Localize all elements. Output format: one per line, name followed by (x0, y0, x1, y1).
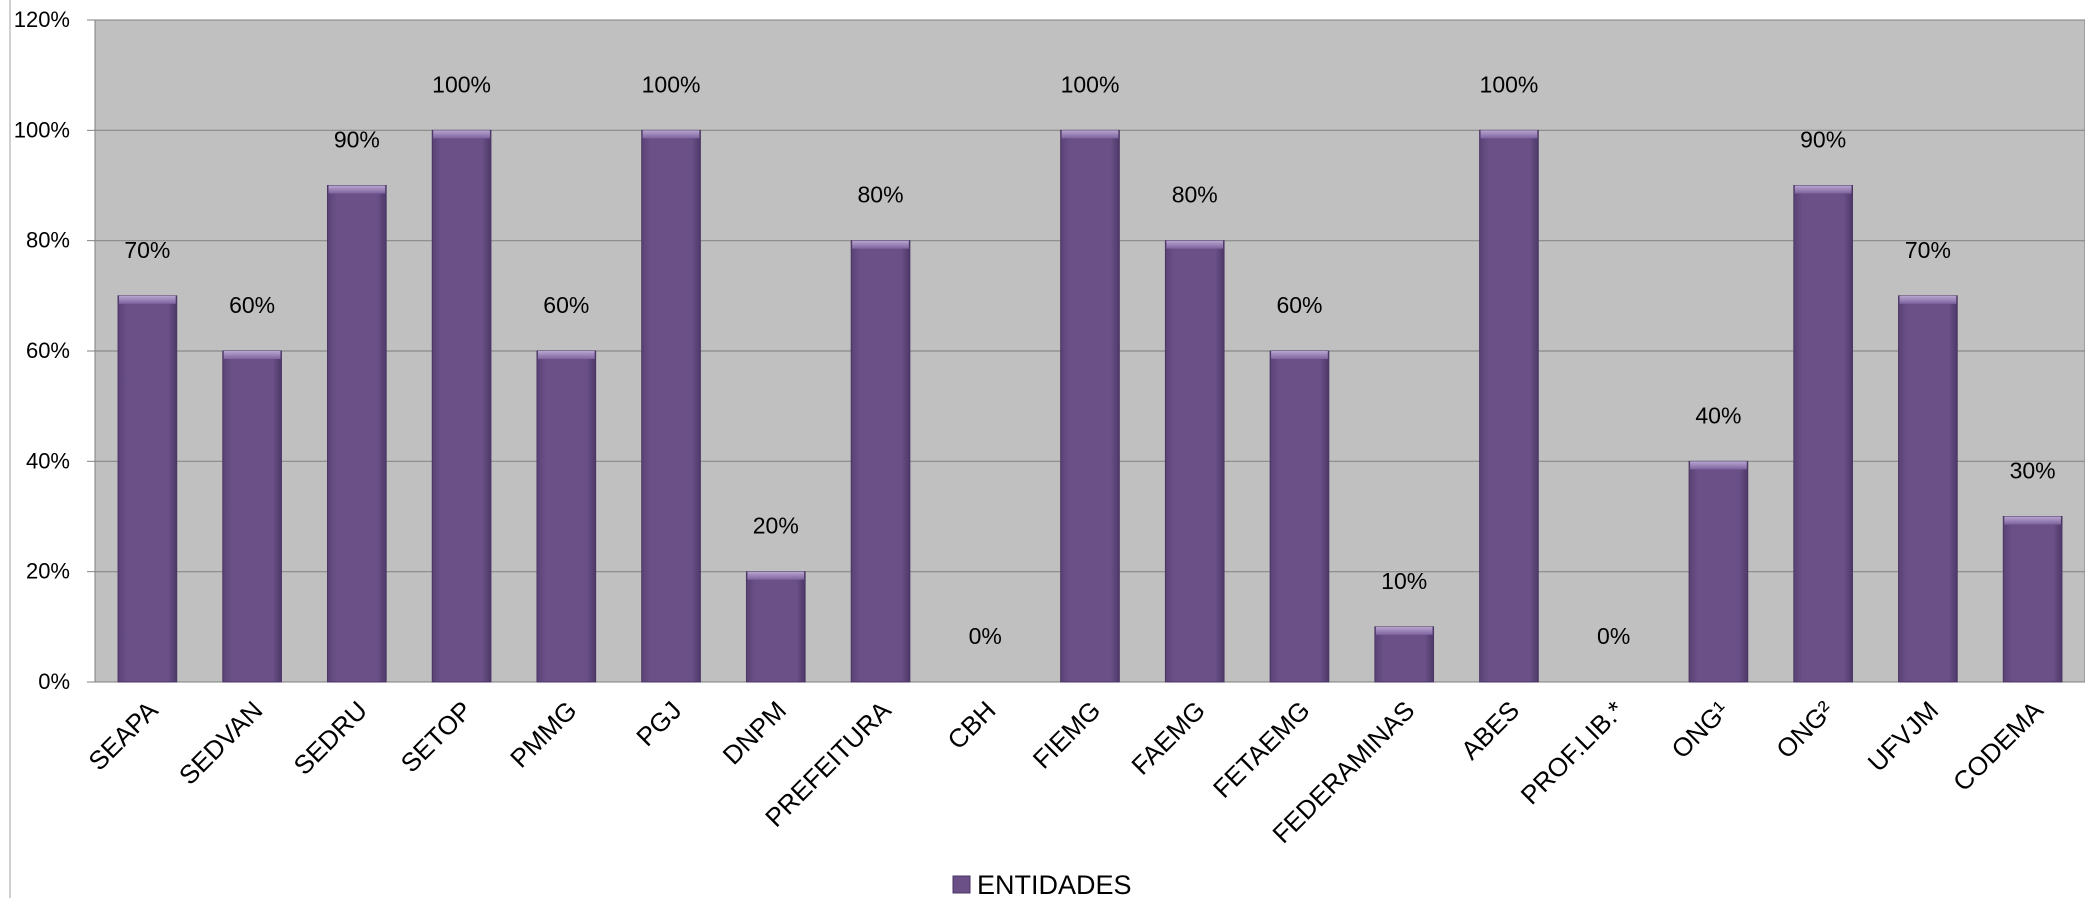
bar (850, 240, 911, 683)
bar (431, 129, 492, 683)
bar-cap (1480, 130, 1538, 139)
bar (1269, 350, 1330, 683)
x-tick-label: CODEMA (1947, 695, 2049, 797)
bar-cap (328, 185, 386, 194)
data-label: 90% (334, 127, 380, 153)
y-tick-label: 20% (26, 559, 70, 584)
x-tick-label: PROF.LIB.* (1515, 695, 1630, 810)
data-label: 0% (969, 623, 1002, 649)
bar (2002, 516, 2063, 683)
data-label: 100% (432, 71, 491, 97)
x-tick-label: ONG² (1770, 695, 1839, 764)
bar-cap (1166, 240, 1224, 249)
bar-cap (1061, 130, 1119, 139)
bar (1793, 185, 1853, 683)
data-label: 60% (543, 292, 589, 318)
data-label: 10% (1381, 568, 1427, 594)
bar (641, 129, 701, 683)
y-tick-label: 60% (26, 338, 70, 363)
data-label: 0% (1597, 623, 1630, 649)
bar (222, 350, 282, 683)
bar-cap (1899, 295, 1957, 304)
x-tick-label: UFVJM (1862, 695, 1944, 777)
data-label: 80% (1172, 182, 1218, 208)
data-label: 80% (858, 182, 904, 208)
y-tick-label: 100% (14, 117, 70, 142)
data-label: 100% (642, 71, 701, 97)
x-tick-label: PMMG (504, 695, 582, 773)
bar-cap (642, 130, 700, 139)
bar-cap (537, 351, 595, 359)
data-label: 70% (1905, 237, 1951, 263)
data-label: 20% (753, 513, 799, 539)
x-tick-label: PGJ (630, 695, 687, 752)
x-tick-label: SEDVAN (173, 695, 268, 790)
x-tick-label: SEAPA (82, 695, 164, 777)
bars (117, 129, 2063, 683)
x-tick-label: ONG¹ (1665, 695, 1734, 764)
data-label: 70% (124, 237, 170, 263)
x-axis-labels: SEAPA SEDVAN SEDRU SETOP PMMG PGJ DNPMPREFEITU… (82, 695, 2049, 849)
bar-cap (119, 295, 176, 304)
bar (117, 295, 178, 683)
bar-cap (1375, 626, 1433, 635)
data-label: 60% (1276, 292, 1322, 318)
bar-cap (2004, 516, 2061, 525)
bar (1688, 460, 1749, 683)
y-tick-label: 120% (14, 7, 70, 32)
data-label: 60% (229, 292, 275, 318)
y-tick-label: 80% (26, 228, 70, 253)
bar (536, 350, 597, 683)
bar-cap (1690, 461, 1747, 470)
legend: ENTIDADES (952, 870, 1132, 900)
x-tick-label: DNPM (717, 695, 792, 770)
x-tick-label: SEDRU (288, 695, 374, 781)
bar (1374, 626, 1435, 683)
data-labels: 70% 60% 90% 100% 60% 100% 20% 80% 0% 100% 80% 60% 10… (124, 71, 2055, 649)
data-label: 100% (1480, 71, 1539, 97)
legend-label: ENTIDADES (977, 870, 1132, 898)
bar-cap (747, 571, 805, 580)
bar-cap (852, 240, 909, 249)
data-label: 100% (1061, 71, 1120, 97)
x-tick-label: FIEMG (1027, 695, 1106, 774)
bar (1060, 129, 1120, 683)
y-tick-label: 0% (38, 669, 70, 694)
bar (1898, 295, 1958, 683)
legend-swatch (952, 875, 971, 894)
bar (745, 571, 806, 683)
x-tick-label: SETOP (395, 695, 478, 778)
x-tick-label: FETAEMG (1207, 695, 1316, 804)
data-label: 40% (1695, 402, 1741, 428)
x-tick-label: ABES (1455, 695, 1525, 765)
x-tick-label: FAEMG (1125, 695, 1211, 781)
bar (1164, 240, 1225, 683)
y-axis-ticks: 0% 20% 40% 60% 80% 100% 120% (14, 7, 95, 694)
bar-cap (223, 351, 281, 359)
bar-cap (1271, 351, 1328, 359)
bar-cap (1794, 185, 1852, 194)
x-tick-label: CBH (941, 695, 1001, 755)
data-label: 30% (2010, 458, 2056, 484)
y-tick-label: 40% (26, 448, 70, 473)
bar (1479, 129, 1539, 683)
data-label: 90% (1800, 127, 1846, 153)
bar (327, 185, 387, 683)
bar-cap (433, 130, 490, 139)
